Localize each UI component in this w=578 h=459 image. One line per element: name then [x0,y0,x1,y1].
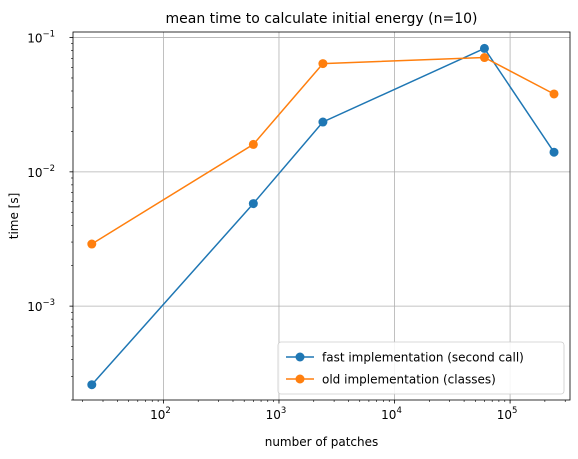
x-tick-label: 103 [266,406,287,422]
legend-box [277,341,565,395]
legend-marker [295,352,305,362]
data-point [248,139,258,149]
data-point [87,239,97,249]
data-point [248,199,258,209]
series-line-1 [91,56,555,245]
data-point [479,43,489,53]
x-tick-label: 104 [381,406,402,422]
legend-label: fast implementation (second call) [322,351,524,365]
series-line-0 [91,47,555,386]
x-tick-label: 105 [497,406,518,422]
chart-title: mean time to calculate initial energy (n… [165,11,477,27]
grid [73,32,570,400]
data-point [87,380,97,390]
y-tick-label: 10−2 [27,164,55,180]
data-point [479,53,489,63]
x-axis-label: number of patches [265,435,379,449]
y-axis-label: time [s] [7,193,21,240]
y-tick-label: 10−1 [27,30,55,46]
data-point [318,117,328,127]
plot-frame [72,31,571,401]
legend: fast implementation (second call) old imp… [277,341,565,395]
data-point [318,59,328,69]
legend-marker [295,374,305,384]
y-tick-label: 10−3 [27,298,55,314]
data-point [549,147,559,157]
x-tick-label: 102 [150,406,171,422]
data-point [549,89,559,99]
series-layer [87,43,559,390]
legend-label: old implementation (classes) [322,373,496,387]
